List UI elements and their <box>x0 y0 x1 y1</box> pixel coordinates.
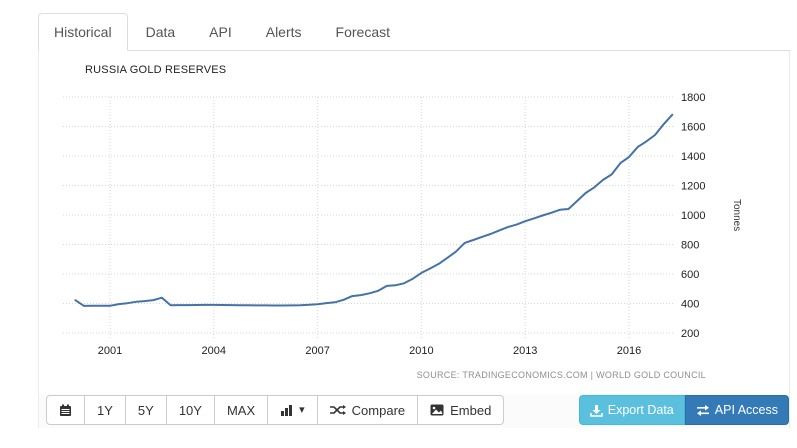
x-tick-label: 2013 <box>513 345 537 357</box>
export-data-label: Export Data <box>607 403 674 417</box>
tab-bar: Historical Data API Alerts Forecast <box>38 13 790 51</box>
chart-controls-group: 1Y 5Y 10Y MAX ▾ Compare Embed <box>46 395 505 425</box>
x-tick-label: 2001 <box>98 345 122 357</box>
tab-data[interactable]: Data <box>145 24 176 40</box>
picture-icon <box>430 404 444 416</box>
shuffle-icon <box>329 404 346 416</box>
tab-api[interactable]: API <box>209 24 232 40</box>
y-axis-title: Tonnes <box>731 199 742 232</box>
y-tick-label: 1000 <box>681 210 705 222</box>
calendar-icon <box>59 404 72 417</box>
caret-down-icon: ▾ <box>299 403 305 416</box>
line-chart[interactable]: 200 400 600 800 1000 1200 1400 1600 1800 2001 2004… <box>39 51 789 394</box>
axis-labels: 200 400 600 800 1000 1200 1400 1600 1800 2001 2004… <box>98 92 706 357</box>
range-max-button[interactable]: MAX <box>214 395 269 425</box>
compare-button[interactable]: Compare <box>317 395 419 425</box>
api-access-label: API Access <box>714 403 778 417</box>
range-1y-button[interactable]: 1Y <box>85 395 126 425</box>
x-tick-label: 2010 <box>409 345 433 357</box>
grid <box>63 96 675 338</box>
x-tick-label: 2016 <box>617 345 641 357</box>
compare-label: Compare <box>351 402 406 418</box>
tab-historical[interactable]: Historical <box>38 13 128 51</box>
range-5y-button[interactable]: 5Y <box>125 395 167 425</box>
y-tick-label: 1200 <box>681 181 705 193</box>
y-tick-label: 1800 <box>681 92 705 104</box>
y-tick-label: 800 <box>681 240 699 252</box>
embed-label: Embed <box>450 402 492 418</box>
tab-forecast[interactable]: Forecast <box>335 24 390 40</box>
tab-alerts[interactable]: Alerts <box>265 24 302 40</box>
chart-widget-panel: 200 400 600 800 1000 1200 1400 1600 1800 2001 2004… <box>38 51 790 428</box>
y-tick-label: 200 <box>681 328 699 340</box>
api-access-button[interactable]: API Access <box>684 395 789 425</box>
chart-title: RUSSIA GOLD RESERVES <box>85 64 227 76</box>
range-10y-button[interactable]: 10Y <box>166 395 215 425</box>
source-attribution: SOURCE: TRADINGECONOMICS.COM | WORLD GOL… <box>416 370 706 380</box>
download-icon <box>590 404 603 417</box>
x-tick-label: 2004 <box>202 345 226 357</box>
embed-button[interactable]: Embed <box>418 395 505 425</box>
bar-chart-icon <box>280 404 293 416</box>
data-access-group: Export Data API Access <box>578 395 789 425</box>
chart-type-button[interactable]: ▾ <box>268 395 318 425</box>
transfer-arrows-icon <box>696 404 710 416</box>
chart-area: 200 400 600 800 1000 1200 1400 1600 1800 2001 2004… <box>39 51 789 394</box>
y-tick-label: 1400 <box>681 151 705 163</box>
y-tick-label: 400 <box>681 299 699 311</box>
series-line <box>74 113 674 307</box>
y-tick-label: 600 <box>681 269 699 281</box>
chart-toolbar: 1Y 5Y 10Y MAX ▾ Compare Embed <box>39 394 789 428</box>
x-tick-label: 2007 <box>305 345 329 357</box>
export-data-button[interactable]: Export Data <box>578 395 685 425</box>
y-tick-label: 1600 <box>681 122 705 134</box>
calendar-button[interactable] <box>46 395 85 425</box>
